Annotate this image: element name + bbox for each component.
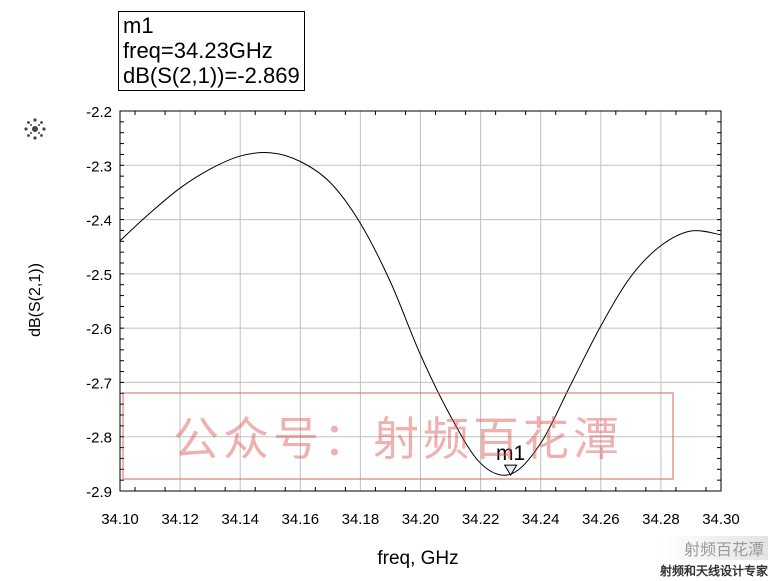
plot-frame <box>119 110 722 492</box>
y-tick-label: -2.5 <box>86 267 112 284</box>
x-tick-label: 34.10 <box>101 511 139 528</box>
footer-logo-subtitle: 射频和天线设计专家 <box>659 564 768 578</box>
x-tick-label: 34.22 <box>462 511 500 528</box>
marker-value: dB(S(2,1))=-2.869 <box>123 63 300 88</box>
x-tick-label: 34.20 <box>402 511 440 528</box>
marker-triangle-icon <box>503 464 518 477</box>
marker-freq: freq=34.23GHz <box>123 38 273 63</box>
y-tick-label: -2.9 <box>86 484 112 501</box>
watermark-banner: 公众号：射频百花潭 <box>122 392 674 480</box>
x-tick-label: 34.30 <box>702 511 740 528</box>
marker-label: m1 <box>496 442 525 465</box>
footer-logo: 射频百花潭 射频和天线设计专家 <box>659 536 768 579</box>
y-tick-label: -2.8 <box>86 430 112 447</box>
watermark-text: 公众号：射频百花潭 <box>173 412 623 466</box>
x-tick-label: 34.14 <box>221 511 259 528</box>
x-tick-label: 34.28 <box>642 511 680 528</box>
y-tick-label: -2.6 <box>86 321 112 338</box>
x-axis-label: freq, GHz <box>377 548 459 569</box>
footer-logo-title: 射频百花潭 <box>659 536 768 560</box>
x-tick-label: 34.26 <box>582 511 620 528</box>
marker-name: m1 <box>123 13 154 38</box>
trace-layer <box>119 152 722 476</box>
tick-marks <box>120 110 721 492</box>
y-tick-label: -2.2 <box>86 104 112 121</box>
trace-s21 <box>119 152 722 476</box>
y-tick-label: -2.3 <box>86 158 112 175</box>
x-tick-label: 34.18 <box>342 511 380 528</box>
grid <box>120 111 721 491</box>
x-tick-label: 34.12 <box>161 511 199 528</box>
agilent-spark-icon <box>22 116 48 147</box>
marker-readout: m1 freq=34.23GHz dB(S(2,1))=-2.869 <box>118 11 305 91</box>
tick-labels: 34.10 34.12 34.14 34.16 34.18 34.20 34.22 34.24… <box>86 104 740 528</box>
y-axis-label: dB(S(2,1)) <box>27 263 44 337</box>
y-tick-label: -2.4 <box>86 213 112 230</box>
x-tick-label: 34.24 <box>522 511 560 528</box>
y-tick-label: -2.7 <box>86 375 112 392</box>
x-tick-label: 34.16 <box>282 511 320 528</box>
marker-layer: m1 <box>496 442 525 477</box>
